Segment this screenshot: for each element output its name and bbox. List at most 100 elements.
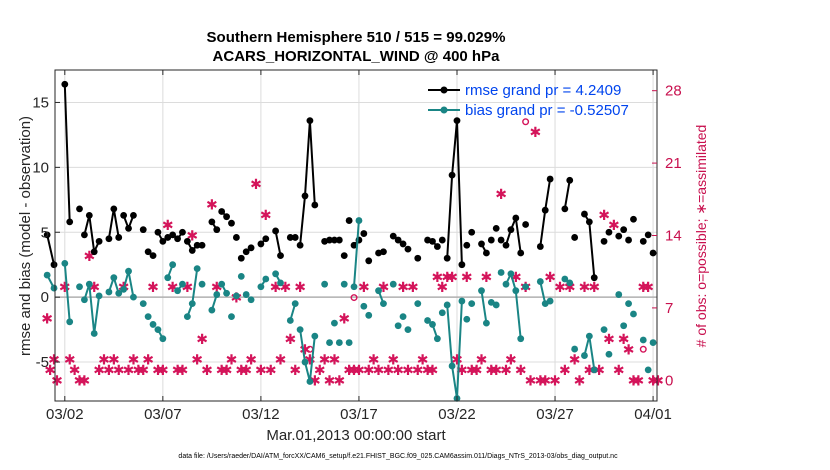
rmse-point [483,249,490,257]
bias-point [208,306,216,314]
obs-assimilated-marker: ✱ [490,363,502,379]
rmse-point [566,176,574,184]
rmse-point [81,231,88,239]
rmse-point [448,171,456,179]
obs-assimilated-marker: ✱ [245,353,257,369]
obs-assimilated-marker: ✱ [422,363,434,379]
rmse-point [262,235,270,243]
bias-point [188,300,196,308]
bias-point [228,313,235,321]
rmse-point [237,254,245,262]
rmse-point [561,205,569,213]
bias-point [110,274,118,282]
obs-assimilated-marker: ✱ [250,177,262,193]
rmse-point [468,228,476,236]
obs-assimilated-marker: ✱ [603,332,615,348]
bias-point [43,271,51,279]
obs-assimilated-marker: ✱ [265,363,277,379]
obs-assimilated-marker: ✱ [451,353,463,369]
y-axis-right-label: # of obs: o=possible; ∗=assimilated [693,125,709,348]
obs-assimilated-marker: ✱ [382,363,394,379]
rmse-point [453,117,461,125]
bias-point [174,287,181,295]
bias-point [183,313,191,321]
obs-assimilated-marker: ✱ [113,363,125,379]
rmse-point [331,236,338,244]
x-tick-label: 04/01 [634,406,672,423]
bias-point [649,339,657,346]
obs-assimilated-marker: ✱ [103,363,115,379]
rmse-point [125,224,132,232]
obs-assimilated-marker: ✱ [275,353,287,369]
obs-assimilated-marker: ✱ [123,363,135,379]
obs-assimilated-marker: ✱ [569,353,581,369]
bias-point [169,261,177,269]
obs-assimilated-marker: ✱ [544,270,556,286]
obs-assimilated-marker: ✱ [525,373,537,389]
rmse-point [389,232,397,240]
rmse-point [340,252,348,260]
bias-point [90,330,98,337]
obs-assimilated-marker: ✱ [427,363,439,379]
obs-assimilated-marker: ✱ [343,363,355,379]
obs-assimilated-marker: ✱ [402,363,414,379]
bias-point [571,345,579,353]
rmse-point [502,241,510,249]
rmse-point [365,257,373,265]
bias-point [218,280,226,288]
bias-point [345,339,353,346]
bias-point [433,335,441,343]
obs-assimilated-marker: ✱ [280,280,292,296]
rmse-point [458,261,466,269]
obs-assimilated-marker: ✱ [441,270,453,286]
obs-assimilated-marker: ✱ [289,363,301,379]
bias-point [139,300,147,308]
bias-point [443,301,451,309]
rmse-point [571,234,579,241]
rmse-point [188,247,196,254]
bias-point [546,297,554,305]
rmse-point [257,240,265,248]
bias-point [380,300,387,308]
bias-point [247,296,255,304]
y-right-tick-label: 7 [665,300,673,317]
obs-assimilated-marker: ✱ [260,208,272,224]
obs-assimilated-marker: ✱ [397,280,409,296]
obs-assimilated-marker: ✱ [79,373,91,389]
obs-assimilated-marker: ✱ [167,280,179,296]
rmse-point [507,226,515,234]
obs-assimilated-marker: ✱ [628,373,640,389]
bias-point [625,300,632,308]
bias-point [630,310,637,318]
bias-point [257,283,265,291]
bias-point [581,352,588,359]
bias-point [301,358,309,366]
bias-point [105,288,113,296]
obs-assimilated-marker: ✱ [392,363,404,379]
obs-assimilated-marker: ✱ [147,280,159,296]
obs-assimilated-marker: ✱ [240,363,252,379]
bias-point [120,285,128,293]
bias-point [507,270,515,278]
rmse-point [43,231,51,239]
rmse-point [296,241,304,249]
bias-point [144,313,152,321]
rmse-point [438,236,446,244]
rmse-point [644,231,652,239]
bias-point [478,287,485,295]
rmse-point [120,211,128,219]
obs-assimilated-marker: ✱ [505,353,517,369]
obs-assimilated-marker: ✱ [44,363,56,379]
obs-assimilated-marker: ✱ [471,363,483,379]
obs-assimilated-marker: ✱ [137,363,149,379]
legend-rmse-marker [440,86,448,94]
obs-assimilated-marker: ✱ [64,353,76,369]
rmse-point [590,274,598,282]
rmse-point [183,237,191,245]
rmse-point [193,241,201,249]
bias-point [458,297,466,305]
obs-assimilated-marker: ✱ [59,280,71,296]
bias-point [389,280,397,288]
y-axis-label: rmse and bias (model - observation) [17,116,34,356]
rmse-point [404,245,412,253]
